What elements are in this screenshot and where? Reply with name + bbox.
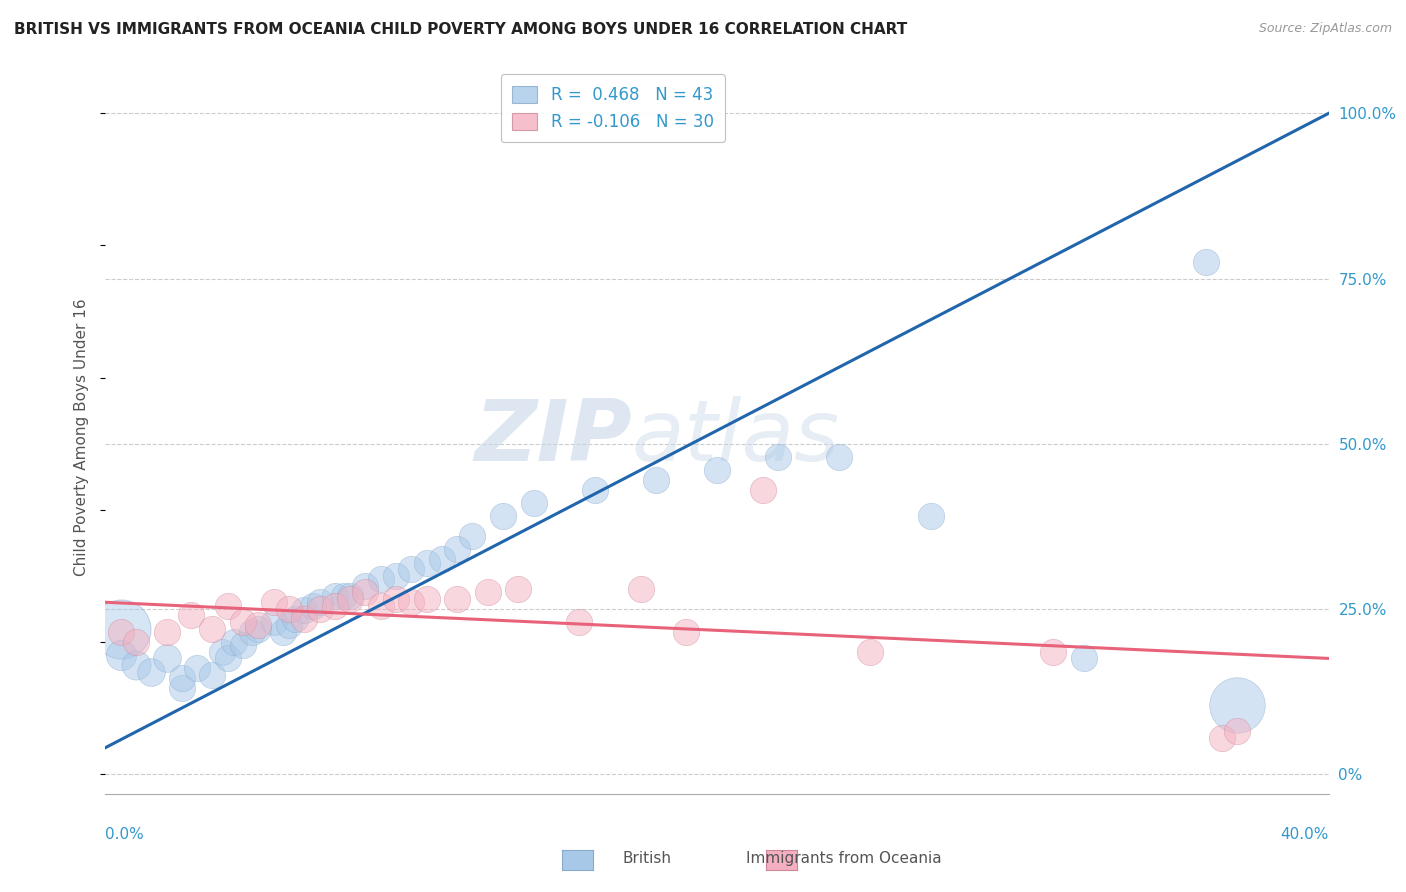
Point (110, 625, 132, 640)
Point (706, 463, 728, 477)
Point (354, 585, 377, 599)
Point (155, 625, 177, 640)
Point (170, 681, 193, 695)
Point (752, 483, 775, 497)
Point (125, 635, 148, 649)
Text: 40.0%: 40.0% (1281, 827, 1329, 841)
Point (110, 648, 132, 662)
Text: British: British (623, 851, 671, 865)
Point (201, 622, 224, 636)
Point (401, 562, 423, 576)
Point (339, 589, 361, 603)
Point (155, 651, 177, 665)
Point (222, 635, 245, 649)
Point (920, 509, 942, 524)
Point (461, 529, 484, 543)
Point (385, 591, 408, 606)
Point (211, 645, 233, 659)
Point (370, 599, 392, 613)
Point (323, 599, 346, 613)
Point (247, 618, 270, 632)
Point (110, 622, 132, 636)
Point (446, 542, 468, 557)
Point (247, 622, 270, 636)
Point (430, 552, 453, 566)
Point (415, 591, 437, 606)
Point (828, 450, 851, 464)
Point (675, 625, 697, 640)
Point (170, 671, 193, 685)
Point (492, 509, 515, 524)
Point (263, 595, 285, 609)
Point (217, 651, 239, 665)
Point (278, 618, 301, 632)
Point (370, 572, 392, 586)
Point (308, 595, 330, 609)
Point (323, 589, 346, 603)
Point (354, 579, 377, 593)
Point (278, 602, 301, 616)
Point (308, 602, 330, 616)
Point (284, 612, 307, 626)
Text: 0.0%: 0.0% (105, 827, 145, 841)
Point (217, 599, 239, 613)
Text: ZIP: ZIP (474, 395, 631, 479)
Y-axis label: Child Poverty Among Boys Under 16: Child Poverty Among Boys Under 16 (75, 298, 90, 576)
Point (446, 591, 468, 606)
Point (477, 585, 499, 599)
Point (768, 450, 790, 464)
Point (186, 661, 208, 675)
Point (401, 595, 423, 609)
Point (240, 625, 263, 640)
Point (568, 615, 591, 629)
Point (508, 582, 530, 596)
Text: atlas: atlas (631, 395, 839, 479)
Text: BRITISH VS IMMIGRANTS FROM OCEANIA CHILD POVERTY AMONG BOYS UNDER 16 CORRELATION: BRITISH VS IMMIGRANTS FROM OCEANIA CHILD… (14, 22, 907, 37)
Point (583, 483, 606, 497)
Legend: R =  0.468   N = 43, R = -0.106   N = 30: R = 0.468 N = 43, R = -0.106 N = 30 (501, 74, 725, 143)
Point (1211, 731, 1233, 745)
Point (630, 582, 652, 596)
Point (141, 665, 163, 679)
Point (644, 473, 666, 487)
Point (125, 658, 148, 673)
Text: Immigrants from Oceania: Immigrants from Oceania (745, 851, 942, 865)
Point (523, 496, 546, 510)
Point (385, 569, 408, 583)
Point (859, 645, 882, 659)
Point (1073, 651, 1095, 665)
Point (271, 625, 294, 640)
Point (1226, 698, 1249, 712)
Point (180, 608, 202, 623)
Point (292, 603, 315, 617)
Point (339, 591, 361, 606)
Point (263, 615, 285, 629)
Point (292, 612, 315, 626)
Point (201, 668, 224, 682)
Text: Source: ZipAtlas.com: Source: ZipAtlas.com (1258, 22, 1392, 36)
Point (1042, 645, 1064, 659)
Point (415, 556, 437, 570)
Point (1195, 255, 1218, 269)
Point (1226, 724, 1249, 739)
Point (302, 599, 325, 613)
Point (333, 589, 356, 603)
Point (232, 615, 254, 629)
Point (232, 638, 254, 652)
